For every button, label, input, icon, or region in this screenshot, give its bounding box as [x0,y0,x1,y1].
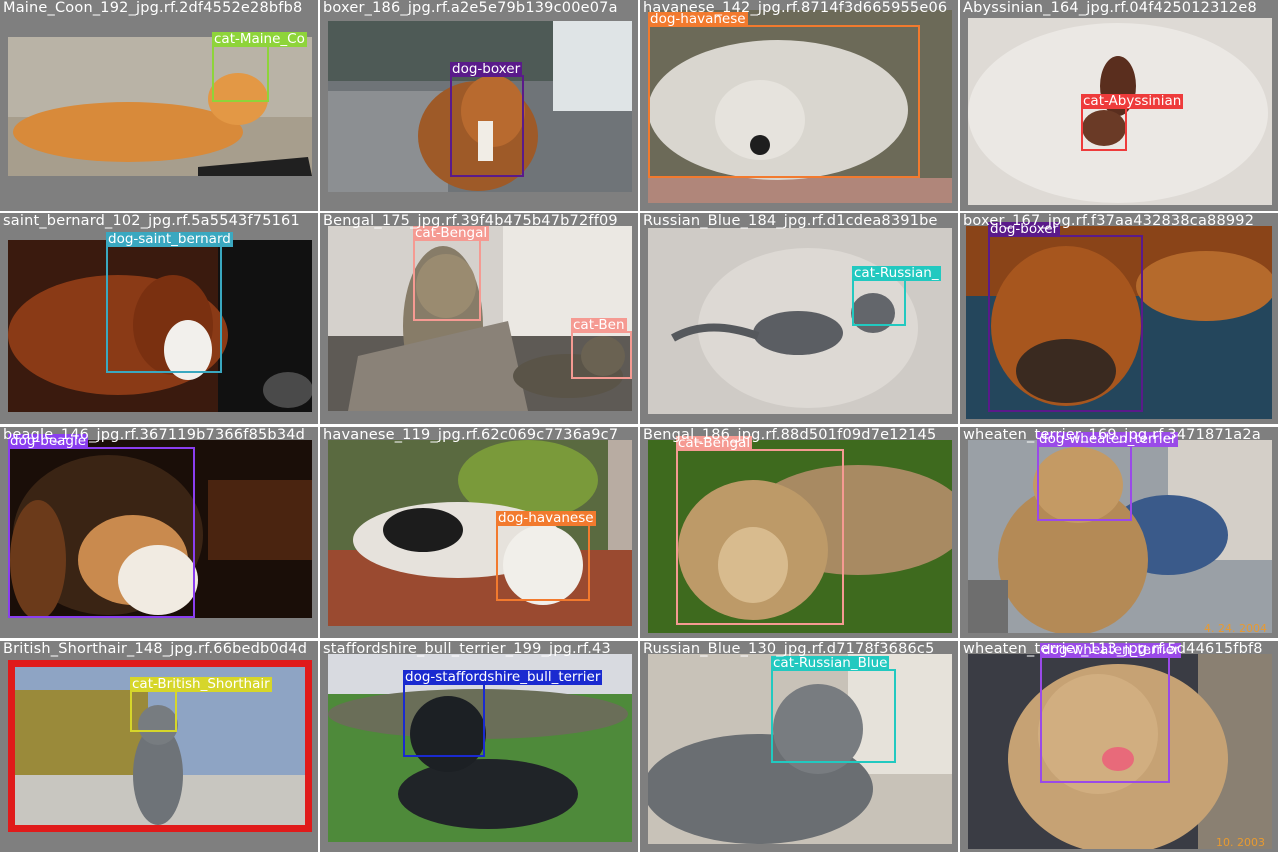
bbox: cat-Maine_Co [212,32,307,102]
bbox: dog-boxer [450,62,524,177]
filename: Abyssinian_164_jpg.rf.04f425012312e8 [963,0,1257,16]
filename: British_Shorthair_148_jpg.rf.66bedb0d4d [3,641,308,657]
bbox: cat-Russian_ [852,266,941,326]
filename: Bengal_186_jpg.rf.88d501f09d7e12145 [643,427,937,443]
filename: wheaten_terrier_113_jpg.rf.5d44615fbf8 [963,641,1263,657]
tile-abyssinian: cat-Abyssinian Abyssinian_164_jpg.rf.04f… [960,0,1278,211]
bbox-label: dog-havanese [496,510,596,526]
bbox-label: cat-Russian_ [852,265,941,281]
bbox-label: dog-beagle [8,433,89,449]
bbox: cat-Abyssinian [1081,94,1184,151]
filename: boxer_186_jpg.rf.a2e5e79b139c00e07a [323,0,618,16]
filename: Bengal_175_jpg.rf.39f4b475b47b72ff09 [323,213,618,229]
bbox: dog-havanese [496,511,596,601]
tile-maine-coon: cat-Maine_Co Maine_Coon_192_jpg.rf.2df45… [0,0,318,211]
photo [968,18,1272,205]
filename: staffordshire_bull_terrier_199_jpg.rf.43 [323,641,611,657]
tile-beagle: dog-beagle beagle_146_jpg.rf.367119b7366… [0,427,318,638]
bbox: dog-wheaten_terrier [1037,432,1179,521]
bbox: cat-Bengal [413,226,490,321]
tile-boxer-blanket: dog-boxer boxer_167_jpg.rf.f37aa432838ca… [960,213,1278,424]
bbox-label: cat-British_Shorthair [130,676,272,692]
bbox: dog-staffordshire_bull_terrier [403,670,603,757]
bbox-label: dog-saint_bernard [106,231,233,247]
bbox-label: dog-boxer [450,61,523,77]
photo [648,10,952,203]
photo [328,21,632,192]
photo [8,37,312,176]
filename: beagle_146_jpg.rf.367119b7366f85b34d [3,427,306,443]
photo [648,440,952,633]
bbox: cat-Ben [571,318,632,379]
bbox: cat-British_Shorthair [130,677,272,732]
bbox: dog-havanese [648,12,920,178]
filename: Maine_Coon_192_jpg.rf.2df4552e28bfb8 [3,0,303,16]
bbox: cat-Bengal [676,436,844,625]
bbox-label: dog-wheaten_terrier [1040,642,1182,658]
tile-russian-blue-carpet: cat-Russian_ Russian_Blue_184_jpg.rf.d1c… [640,213,958,424]
filename: saint_bernard_102_jpg.rf.5a5543f75161 [3,213,300,229]
tile-wheaten-held: dog-wheaten_terrier 4. 24. 2004 wheaten_… [960,427,1278,638]
photo [8,440,312,618]
tile-staffordshire: dog-staffordshire_bull_terrier staffords… [320,641,638,852]
filename: havanese_142_jpg.rf.8714f3d665955e06 [643,0,948,16]
tile-british-shorthair: cat-British_Shorthair British_Shorthair_… [0,641,318,852]
filename: havanese_119_jpg.rf.62c069c7736a9c7 [323,427,619,443]
date-stamp: 10. 2003 [1216,836,1265,849]
bbox-label: dog-staffordshire_bull_terrier [403,669,603,685]
bbox-label: dog-boxer [988,221,1061,237]
bbox-label: dog-havanese [648,11,748,27]
photo [328,440,632,626]
filename: boxer_167_jpg.rf.f37aa432838ca88992 [963,213,1255,229]
filename: Russian_Blue_184_jpg.rf.d1cdea8391be [643,213,938,229]
bbox-label: dog-wheaten_terrier [1037,431,1179,447]
photo [968,440,1272,633]
bbox: dog-saint_bernard [106,232,233,373]
bbox [8,660,312,832]
bbox-label: cat-Bengal [676,435,753,451]
bbox: dog-wheaten_terrier [1040,643,1182,783]
photo [8,240,312,412]
tile-russian-blue-lying: cat-Russian_Blue Russian_Blue_130_jpg.rf… [640,641,958,852]
photo [648,228,952,414]
tile-boxer-car: dog-boxer boxer_186_jpg.rf.a2e5e79b139c0… [320,0,638,211]
tile-bengal-post: cat-Bengal cat-Ben Bengal_175_jpg.rf.39f… [320,213,638,424]
filename: wheaten_terrier_169_jpg.rf.3471871a2a [963,427,1261,443]
date-stamp: 4. 24. 2004 [1204,622,1267,635]
tile-havanese-wall: dog-havanese havanese_119_jpg.rf.62c069c… [320,427,638,638]
bbox: cat-Russian_Blue [771,656,896,763]
bbox-label: cat-Ben [571,317,627,333]
tile-havanese-white: dog-havanese havanese_142_jpg.rf.8714f3d… [640,0,958,211]
tile-bengal-grass: cat-Bengal Bengal_186_jpg.rf.88d501f09d7… [640,427,958,638]
tile-wheaten-portrait: dog-wheaten_terrier 10. 2003 wheaten_ter… [960,641,1278,852]
bbox-label: cat-Maine_Co [212,31,307,47]
bbox-label: cat-Bengal [413,225,490,241]
bbox-label: cat-Russian_Blue [771,655,890,671]
tile-saint-bernard: dog-saint_bernard saint_bernard_102_jpg.… [0,213,318,424]
bbox: dog-beagle [8,434,195,618]
filename: Russian_Blue_130_jpg.rf.d7178f3686c5 [643,641,935,657]
photo [966,226,1272,419]
bbox-label: cat-Abyssinian [1081,93,1184,109]
bbox: dog-boxer [988,222,1143,412]
photo [968,654,1272,849]
